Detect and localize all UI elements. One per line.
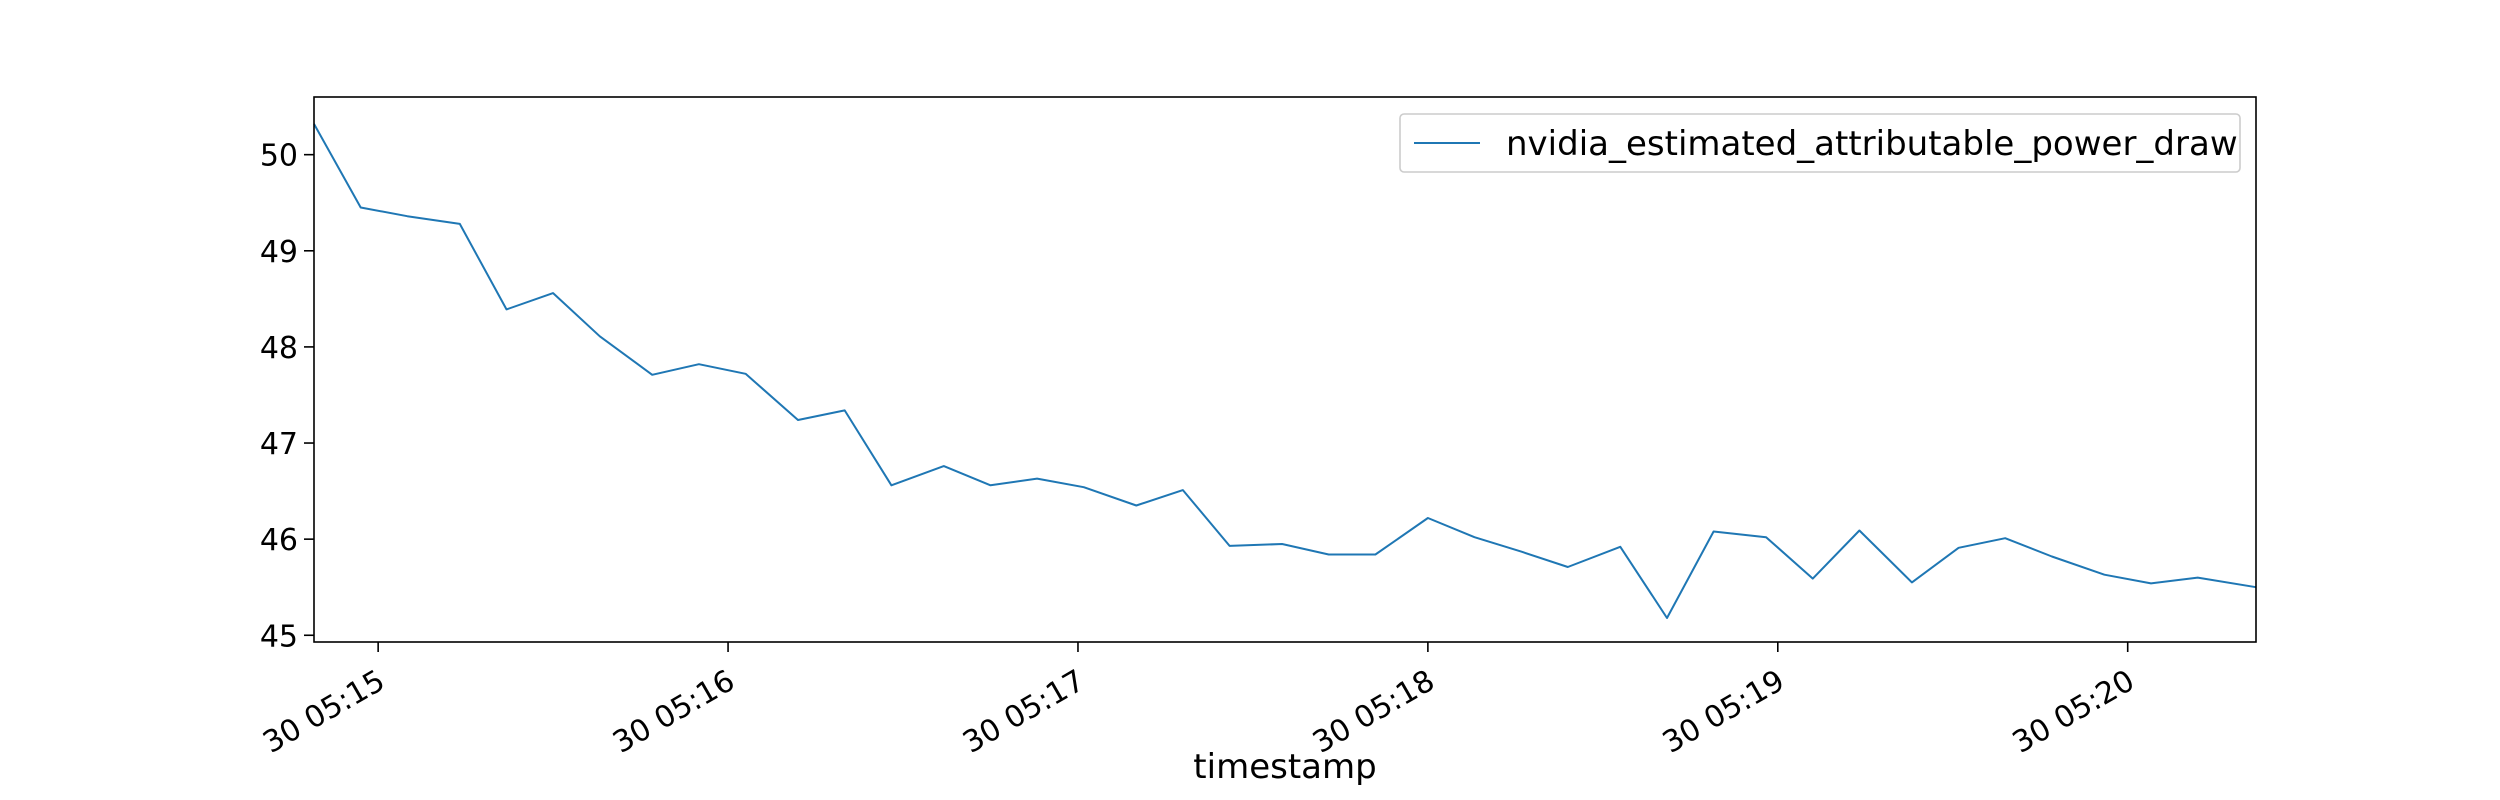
x-tick-label: 30 05:20: [2007, 663, 2141, 760]
x-tick-label: 30 05:16: [607, 663, 741, 760]
y-tick-label: 50: [260, 139, 298, 174]
y-tick-label: 47: [260, 427, 298, 462]
y-axis: 45 46 47 48 49 50: [260, 139, 314, 654]
y-tick-label: 49: [260, 235, 298, 270]
legend: nvidia_estimated_attributable_power_draw: [1399, 113, 2241, 173]
y-tick-label: 48: [260, 331, 298, 366]
x-axis-label: timestamp: [1193, 747, 1376, 787]
x-tick-label: 30 05:15: [257, 663, 391, 760]
x-tick-label: 30 05:19: [1657, 663, 1791, 760]
x-axis: 30 05:15 30 05:16 30 05:17 30 05:18 30 05:19…: [257, 642, 2140, 761]
y-tick-label: 45: [260, 619, 298, 654]
legend-label: nvidia_estimated_attributable_power_draw: [1506, 124, 2238, 164]
y-tick-label: 46: [260, 523, 298, 558]
axes-frame: [313, 96, 2257, 643]
x-tick-label: 30 05:17: [957, 663, 1091, 760]
legend-box: [1399, 113, 2241, 173]
series-layer: [313, 123, 2257, 619]
series-line: [313, 123, 2257, 619]
